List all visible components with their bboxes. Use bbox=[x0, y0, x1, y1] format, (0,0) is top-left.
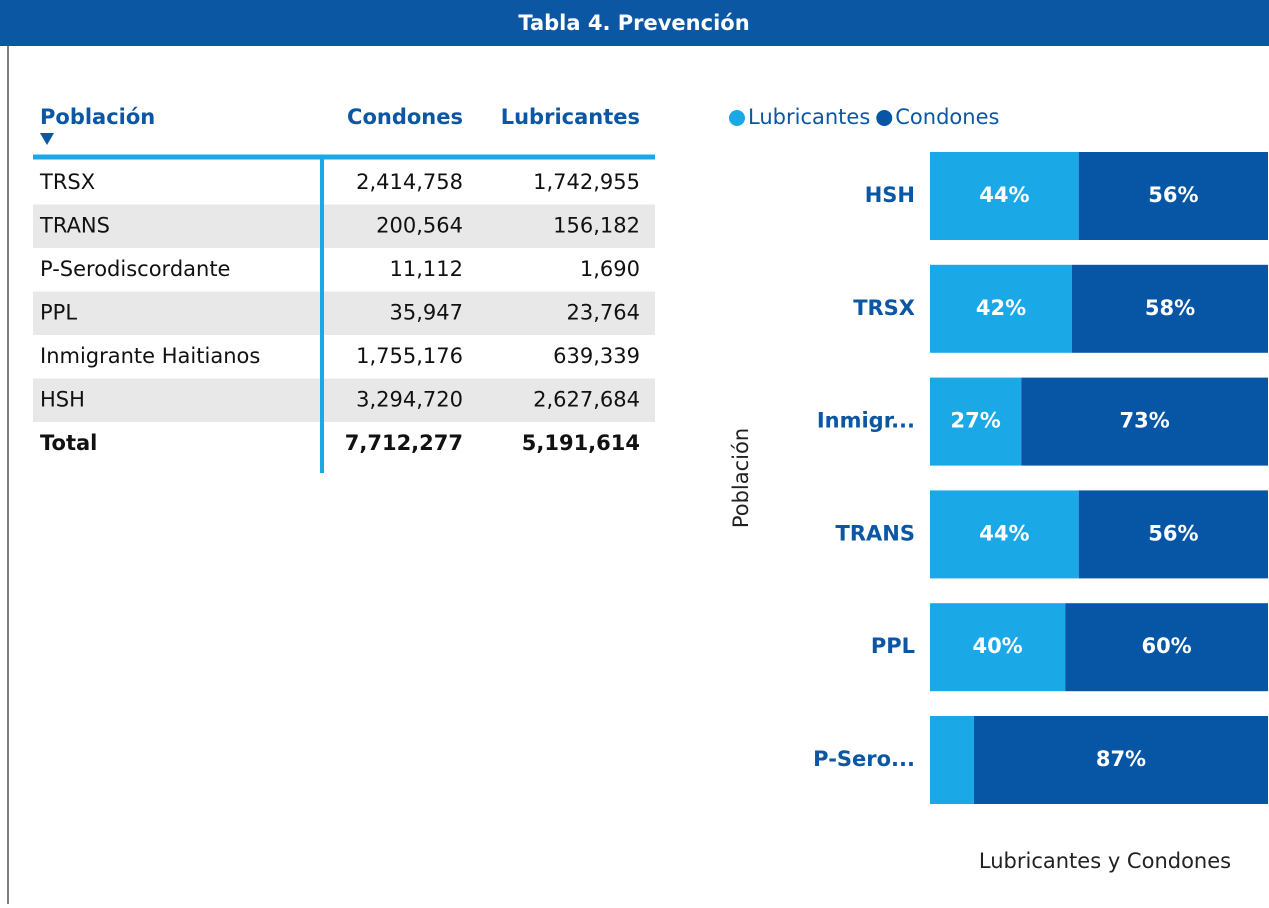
x-axis-label: Lubricantes y Condones bbox=[979, 849, 1231, 873]
table-cell: HSH bbox=[40, 387, 85, 411]
row-band bbox=[33, 204, 655, 248]
legend-marker bbox=[876, 110, 893, 126]
y-axis-label: Población bbox=[729, 428, 753, 528]
bar-segment bbox=[1021, 377, 1268, 466]
bar-segment bbox=[930, 716, 974, 804]
table-cell: P-Serodiscordante bbox=[40, 257, 230, 281]
legend-label: Condones bbox=[895, 105, 999, 129]
table-cell: 1,690 bbox=[580, 257, 640, 281]
data-label: 27% bbox=[950, 409, 1000, 433]
bar-segment bbox=[930, 377, 1022, 466]
table-cell: 1,755,176 bbox=[356, 344, 463, 368]
table-cell: PPL bbox=[40, 300, 77, 324]
sort-indicator bbox=[40, 133, 54, 145]
legend-label: Lubricantes bbox=[748, 105, 870, 129]
category-label: HSH bbox=[865, 183, 915, 207]
data-label: 56% bbox=[1148, 183, 1198, 207]
table-cell: 35,947 bbox=[390, 300, 463, 324]
bar-segment bbox=[930, 490, 1079, 579]
table-cell: TRANS bbox=[39, 213, 110, 237]
data-label: 60% bbox=[1141, 634, 1191, 658]
bar-segment bbox=[973, 716, 1268, 804]
bar-segment bbox=[1078, 152, 1268, 240]
bar-segment bbox=[1065, 603, 1268, 692]
row-band bbox=[33, 291, 655, 335]
column-header: Lubricantes bbox=[501, 105, 640, 129]
table-cell: 23,764 bbox=[567, 300, 640, 324]
legend-marker bbox=[729, 110, 745, 126]
table-cell: 11,112 bbox=[390, 257, 463, 281]
total-cell: 7,712,277 bbox=[345, 431, 463, 455]
table-cell: 2,414,758 bbox=[356, 170, 463, 194]
bar-segment bbox=[1078, 490, 1268, 579]
bar-segment bbox=[930, 264, 1072, 353]
table-cell: TRSX bbox=[39, 170, 95, 194]
data-label: 87% bbox=[1096, 747, 1146, 771]
data-label: 44% bbox=[979, 183, 1029, 207]
header-title: Tabla 4. Prevención bbox=[518, 11, 749, 35]
bar-segment bbox=[930, 152, 1079, 240]
table-cell: 2,627,684 bbox=[533, 387, 640, 411]
table-cell: 1,742,955 bbox=[533, 170, 640, 194]
bar-segment bbox=[930, 603, 1066, 692]
bar-segment bbox=[1071, 264, 1268, 353]
table-cell: 156,182 bbox=[553, 213, 640, 237]
category-label: TRSX bbox=[853, 296, 915, 320]
table-cell: 639,339 bbox=[553, 344, 640, 368]
table-cell: Inmigrante Haitianos bbox=[40, 344, 260, 368]
category-label: PPL bbox=[871, 634, 915, 658]
data-label: 73% bbox=[1119, 409, 1169, 433]
category-label: Inmigr... bbox=[817, 409, 915, 433]
data-label: 58% bbox=[1145, 296, 1195, 320]
category-label: TRANS bbox=[836, 521, 915, 545]
data-label: 56% bbox=[1148, 521, 1198, 545]
data-label: 44% bbox=[979, 521, 1029, 545]
data-label: 40% bbox=[972, 634, 1022, 658]
header-bar bbox=[0, 0, 1269, 46]
row-band bbox=[33, 378, 655, 422]
column-header: Población bbox=[40, 105, 155, 129]
data-label: 42% bbox=[976, 296, 1026, 320]
category-label: P-Sero... bbox=[813, 747, 915, 771]
table-cell: 200,564 bbox=[376, 213, 463, 237]
total-cell: Total bbox=[40, 431, 97, 455]
table-cell: 3,294,720 bbox=[356, 387, 463, 411]
column-header: Condones bbox=[347, 105, 463, 129]
total-cell: 5,191,614 bbox=[522, 431, 640, 455]
